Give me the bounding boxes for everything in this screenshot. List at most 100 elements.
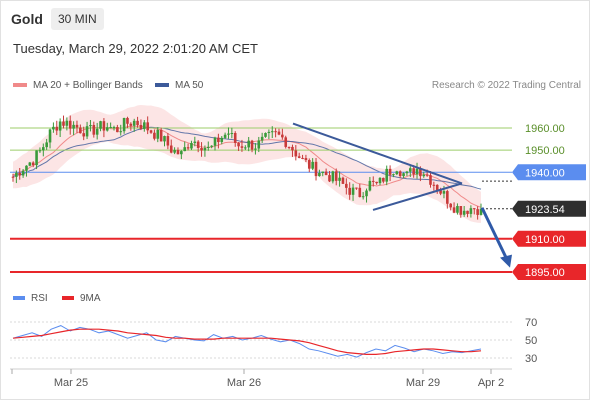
candle-body (341, 177, 345, 184)
candle-body (392, 174, 395, 176)
candle-body (459, 206, 463, 215)
bollinger-swatch-icon (13, 83, 27, 88)
legend-bollinger: MA 20 + Bollinger Bands (13, 80, 143, 91)
candle-body (136, 120, 139, 125)
rsi-line (12, 325, 482, 358)
ma50-line (12, 126, 482, 190)
candle-body (355, 187, 358, 189)
candle-body (307, 160, 311, 169)
candle-body (58, 121, 62, 131)
rsi-swatch-icon (13, 296, 25, 301)
level-label-text: 1950.00 (525, 145, 565, 157)
candle-body (119, 131, 123, 133)
candle-body (240, 146, 244, 148)
legend-rsi-label: RSI (31, 293, 48, 304)
timeframe-badge[interactable]: 30 MIN (51, 8, 104, 30)
candle-body (412, 168, 415, 175)
candle-body (227, 133, 230, 135)
candle-body (68, 120, 72, 129)
level-label-text: 1940.00 (525, 167, 565, 179)
candle-body (193, 141, 197, 144)
x-tick-label: Mar 29 (406, 377, 440, 389)
candle-body (85, 126, 89, 137)
level-label-bg (512, 264, 586, 280)
candle-body (109, 127, 112, 129)
legend-ma50: MA 50 (155, 80, 203, 91)
candle-body (452, 207, 456, 213)
x-tick-label: Apr 2 (478, 377, 504, 389)
candle-body (287, 146, 291, 148)
candle-body (11, 176, 15, 178)
candle-body (250, 140, 254, 150)
candle-body (99, 121, 102, 129)
candle-body (52, 126, 55, 130)
candle-body (277, 131, 281, 135)
rsi-tick-label: 50 (525, 335, 537, 347)
candle-body (378, 177, 382, 184)
level-label-text: 1910.00 (525, 234, 565, 246)
candle-body (419, 168, 422, 177)
candle-body (361, 196, 365, 198)
candle-body (200, 147, 203, 151)
candle-body (210, 145, 213, 147)
candle-body (382, 177, 385, 182)
level-label-bg (512, 230, 586, 247)
candle-body (314, 161, 318, 177)
candle-body (469, 208, 473, 214)
candle-body (432, 184, 436, 186)
candle-body (149, 130, 153, 133)
candle-body (328, 175, 331, 182)
level-label-bg (512, 164, 586, 181)
candle-body (186, 147, 190, 149)
level-label-support: 1910.00 (512, 230, 586, 247)
candle-body (408, 168, 412, 172)
candle-body (126, 117, 129, 124)
candle-body (338, 177, 341, 181)
candle-body (281, 134, 284, 138)
candle-body (425, 174, 429, 176)
triangle-lower-line (372, 182, 463, 211)
candle-body (79, 127, 82, 134)
candle-body (196, 141, 200, 148)
candle-body (62, 121, 65, 126)
candle-body (446, 191, 449, 204)
candle-body (297, 156, 301, 158)
level-label-text: 1960.00 (525, 123, 565, 135)
candle-body (358, 187, 362, 198)
level-label-last: 1923.54 (512, 200, 586, 217)
level-label-support: 1895.00 (512, 264, 586, 280)
candle-body (48, 129, 52, 143)
triangle-pattern (292, 122, 463, 211)
candle-body (173, 149, 176, 153)
triangle-upper-line (292, 122, 463, 185)
candle-body (75, 124, 79, 128)
candle-body (439, 190, 442, 194)
candle-body (206, 146, 210, 149)
candle-body (203, 148, 207, 151)
ma50-swatch-icon (155, 83, 169, 88)
forecast-arrowhead-icon (500, 254, 512, 268)
candle-body (291, 146, 294, 151)
chart-datetime: Tuesday, March 29, 2022 2:01:20 AM CET (13, 41, 258, 56)
candle-body (318, 172, 321, 177)
candle-body (270, 131, 274, 133)
candle-body (82, 133, 86, 137)
candle-body (331, 171, 335, 182)
candle-body (18, 172, 22, 176)
candle-body (402, 173, 405, 177)
candle-body (35, 150, 38, 166)
candle-body (368, 180, 372, 191)
legend-bollinger-label: MA 20 + Bollinger Bands (33, 80, 143, 91)
candle-body (72, 124, 75, 129)
candle-body (25, 165, 28, 171)
candle-body (479, 208, 483, 215)
legend-9ma: 9MA (62, 293, 101, 304)
instrument-title: Gold (11, 11, 43, 27)
candle-body (365, 190, 368, 197)
candle-body (230, 133, 234, 135)
candle-body (180, 151, 183, 155)
rsi-tick-label: 30 (525, 353, 537, 365)
level-label-text: 1923.54 (525, 204, 565, 216)
candle-body (105, 127, 109, 131)
candle-body (284, 137, 288, 147)
